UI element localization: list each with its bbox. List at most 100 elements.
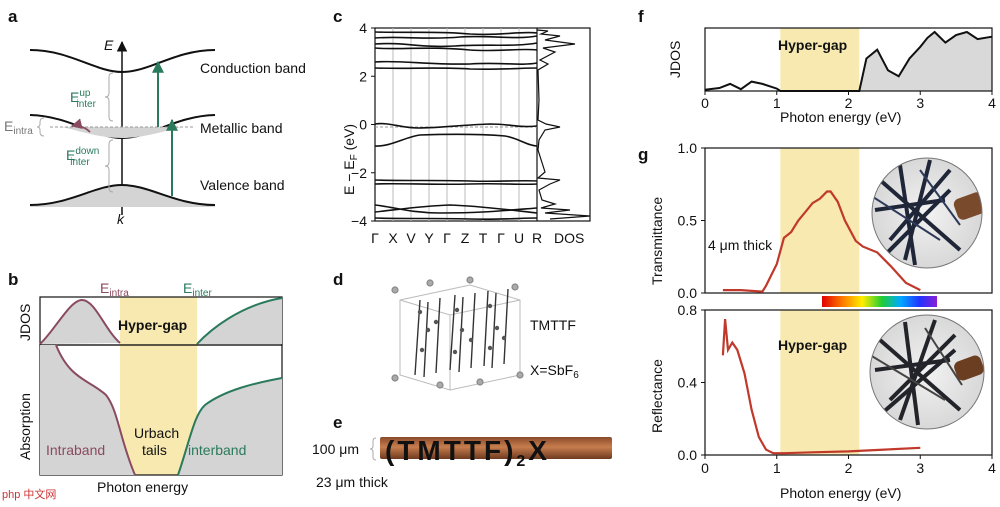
g-xlabel: Photon energy (eV): [780, 485, 901, 501]
g-xtick-label: 0: [701, 460, 709, 476]
g-bottom-hyper-gap-label: Hyper-gap: [778, 337, 847, 353]
c-kpoint-label: T: [479, 230, 488, 246]
panel-label-d: d: [333, 270, 343, 289]
g-xtick-label: 1: [773, 460, 781, 476]
conduction-band-curve: [29, 49, 216, 74]
f-xlabel: Photon energy (eV): [780, 109, 901, 125]
panel-b-schematic: Eintra Einter Hyper-gap JDOS Absorption …: [17, 280, 283, 495]
c-kpoint-label: Γ: [443, 230, 451, 246]
c-band-3: [374, 42, 538, 48]
f-hyper-gap-region: [780, 28, 860, 91]
f-ylabel: JDOS: [667, 41, 683, 78]
intra-arrow: [70, 118, 91, 133]
g-bottom-photo-border: [869, 314, 985, 430]
c-kpoint-label: Y: [424, 230, 434, 246]
metallic-band-label: Metallic band: [200, 120, 283, 136]
g-bottom-hyper-gap-region: [780, 310, 860, 455]
c-band-8: [374, 133, 538, 147]
watermark-logo: php 中文网: [2, 489, 57, 501]
c-kpoint-label: X: [388, 230, 398, 246]
panel-f-jdos-chart: Hyper-gap JDOS 0 1 2 3 4 Photon energy (eV): [667, 27, 996, 125]
g-bottom-ylabel: Reflectance: [649, 359, 665, 433]
c-band-1: [374, 31, 538, 36]
b-jdos-intra-fill: [40, 300, 120, 344]
g-top-ytick-label: 1.0: [678, 140, 698, 156]
c-ytick-label: 4: [359, 20, 367, 36]
g-top-photo: [872, 158, 982, 268]
d-stack-2: [449, 292, 476, 373]
f-hyper-gap-label: Hyper-gap: [778, 37, 847, 53]
c-kpoint-label: Z: [461, 230, 470, 246]
f-xtick-label: 1: [773, 95, 781, 111]
panel-label-g: g: [638, 145, 648, 164]
g-top-ytick-label: 0.0: [678, 285, 698, 301]
g-xtick-label: 2: [845, 460, 853, 476]
metallic-band-fill: [62, 127, 182, 138]
c-y-ticks: 4 2 0 −2 −4: [351, 20, 375, 229]
g-top-y-ticks: 1.0 0.5 0.0: [678, 140, 705, 301]
d-molecule-stacks: [414, 288, 509, 378]
d-stack-3: [483, 288, 509, 369]
f-jdos-line: [704, 30, 993, 92]
d-stack-1: [414, 297, 441, 378]
e-formula: (TMTTF)2X: [385, 435, 550, 470]
c-band-7: [374, 122, 538, 129]
c-kpoint-label: R: [532, 230, 542, 246]
c-ytick-label: −4: [351, 213, 367, 229]
e-intra-label: Eintra: [4, 118, 33, 137]
b-urbach-label-1: Urbach: [134, 425, 179, 441]
f-xtick-label: 0: [701, 95, 709, 111]
b-absorption-inter-fill: [178, 378, 282, 475]
panel-a-band-diagram: E k Conduction band Metallic band Valenc…: [4, 37, 306, 227]
g-bottom-photo: [870, 315, 984, 429]
c-kpoint-label: Γ: [497, 230, 505, 246]
g-xtick-label: 3: [916, 460, 924, 476]
f-x-ticks: 0 1 2 3 4: [701, 91, 996, 111]
c-kpoint-label: U: [514, 230, 524, 246]
b-absorption-axis-label: Absorption: [17, 393, 33, 460]
e-inter-down-label: Edown inter: [66, 146, 99, 168]
c-ytick-label: 2: [359, 68, 367, 84]
b-xlabel: Photon energy: [97, 479, 188, 495]
axis-label-k: k: [117, 211, 125, 227]
g-top-ylabel: Transmittance: [649, 197, 665, 285]
panel-d-crystal-structure: TMTTF X=SbF6: [391, 276, 579, 391]
b-jdos-inter-fill: [197, 298, 282, 344]
c-dos-label: DOS: [554, 230, 584, 246]
c-band-9: [374, 179, 538, 183]
g-bottom-y-ticks: 0.8 0.4 0.0: [678, 302, 705, 463]
d-atoms: [417, 303, 507, 355]
panel-label-c: c: [333, 7, 342, 26]
c-band-12: [374, 204, 538, 214]
c-band-6: [374, 67, 538, 71]
g-x-ticks: 0 1 2 3 4: [701, 455, 996, 476]
c-kpoint-label: V: [406, 230, 416, 246]
e-brace: [369, 437, 377, 461]
b-absorption-inter-curve: [177, 377, 283, 476]
c-band-4: [374, 47, 538, 52]
g-bottom-ytick-label: 0.4: [678, 375, 698, 391]
b-e-intra-label: Eintra: [100, 280, 129, 299]
panel-label-e: e: [333, 413, 342, 432]
brace-intra: [36, 117, 45, 137]
g-transmittance-curve: [722, 190, 921, 293]
c-ytick-label: 0: [359, 117, 367, 133]
e-thickness-label: 23 μm thick: [316, 474, 389, 490]
b-hyper-gap-region: [120, 297, 197, 475]
b-jdos-axis-label: JDOS: [17, 304, 33, 341]
g-xtick-label: 4: [988, 460, 996, 476]
c-band-2: [374, 35, 538, 39]
panel-label-b: b: [8, 270, 18, 289]
c-band-5: [374, 60, 538, 65]
b-jdos-inter-curve: [196, 297, 283, 345]
f-xtick-label: 4: [988, 95, 996, 111]
c-dos-curve: [536, 29, 591, 220]
d-tmttf-label: TMTTF: [530, 317, 576, 333]
g-top-ytick-label: 0.5: [678, 213, 698, 229]
g-top-photo-border: [871, 157, 983, 269]
b-intraband-label: Intraband: [46, 442, 105, 458]
e-inter-up-label: Eup inter: [70, 88, 97, 110]
c-bands: [374, 31, 538, 221]
panel-e-crystal-photo: (TMTTF)2X 100 μm 23 μm thick: [312, 435, 612, 490]
